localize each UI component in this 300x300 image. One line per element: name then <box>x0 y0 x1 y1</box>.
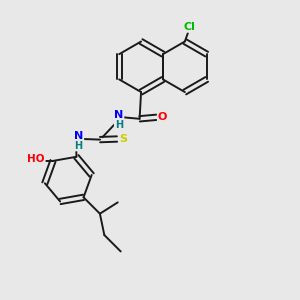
Text: H: H <box>75 140 83 151</box>
Text: N: N <box>74 131 83 141</box>
Text: N: N <box>114 110 123 120</box>
Text: H: H <box>115 120 123 130</box>
Text: Cl: Cl <box>183 22 195 32</box>
Text: S: S <box>119 134 128 144</box>
Text: O: O <box>158 112 167 122</box>
Text: HO: HO <box>27 154 45 164</box>
